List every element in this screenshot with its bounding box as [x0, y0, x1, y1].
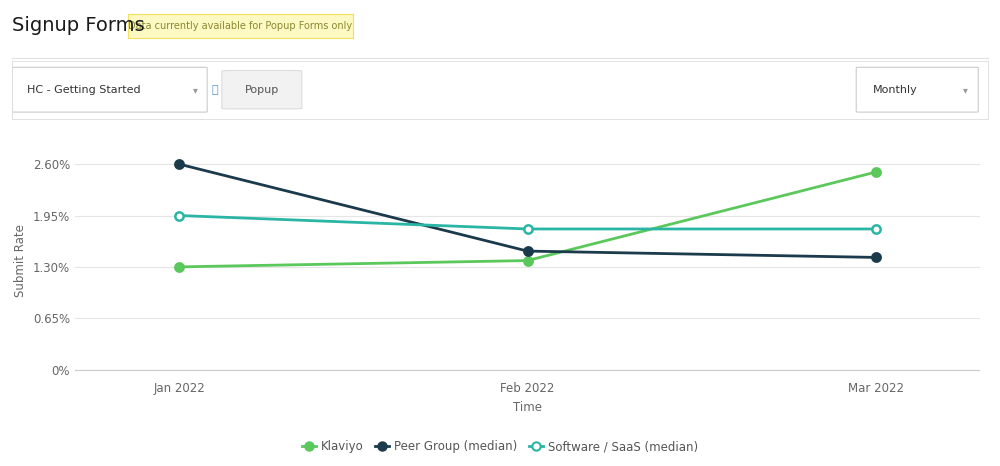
Text: ▾: ▾	[193, 85, 198, 95]
Text: ⧉: ⧉	[212, 85, 218, 95]
FancyBboxPatch shape	[12, 67, 207, 112]
FancyBboxPatch shape	[222, 70, 302, 109]
Text: ▾: ▾	[963, 85, 968, 95]
Text: Monthly: Monthly	[873, 85, 918, 95]
FancyBboxPatch shape	[856, 67, 978, 112]
Legend: Klaviyo, Peer Group (median), Software / SaaS (median): Klaviyo, Peer Group (median), Software /…	[297, 435, 703, 458]
Text: Signup Forms: Signup Forms	[12, 16, 145, 35]
Text: Data currently available for Popup Forms only: Data currently available for Popup Forms…	[128, 21, 353, 31]
Text: Popup: Popup	[245, 85, 279, 95]
X-axis label: Time: Time	[513, 401, 542, 414]
Y-axis label: Submit Rate: Submit Rate	[14, 225, 27, 297]
Text: HC - Getting Started: HC - Getting Started	[27, 85, 140, 95]
